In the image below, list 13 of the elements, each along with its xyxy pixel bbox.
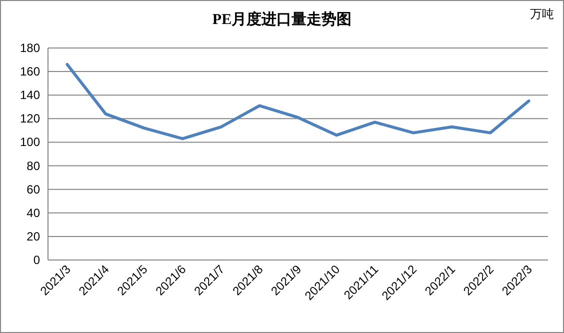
y-axis-title: 万吨 — [530, 7, 554, 21]
chart-title: PE月度进口量走势图 — [212, 10, 352, 28]
y-tick-label: 180 — [20, 41, 40, 55]
y-tick-label: 20 — [26, 229, 40, 244]
y-tick-label: 140 — [20, 88, 40, 102]
y-tick-label: 120 — [20, 112, 40, 126]
y-tick-label: 160 — [20, 64, 40, 79]
y-tick-label: 80 — [26, 158, 40, 173]
y-tick-label: 60 — [26, 182, 40, 196]
line-series — [66, 62, 530, 140]
y-tick-label: 40 — [26, 206, 40, 220]
y-tick-label: 0 — [33, 253, 40, 267]
y-tick-label: 100 — [20, 135, 40, 150]
